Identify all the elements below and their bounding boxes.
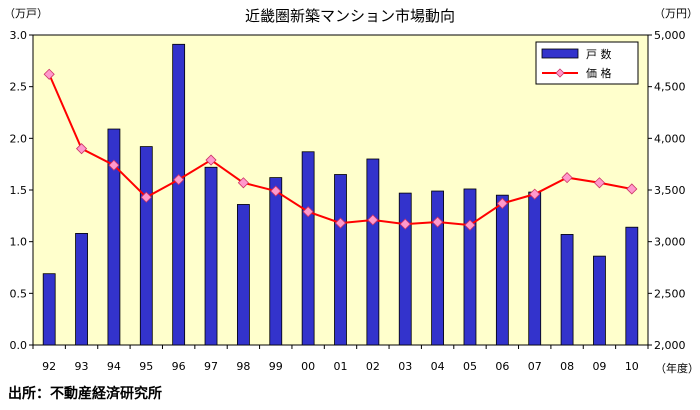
bar (431, 190, 445, 346)
legend-bar-label: 戸 数 (586, 48, 612, 61)
y-left-tick-label: 3.0 (10, 29, 28, 42)
y-right-tick-label: 3,000 (654, 236, 686, 249)
price-marker (367, 214, 379, 226)
price-marker (561, 172, 573, 184)
price-marker (237, 177, 249, 189)
x-tick-label: 09 (592, 360, 606, 373)
x-tick-label: 96 (172, 360, 186, 373)
price-marker (334, 217, 347, 229)
bar (463, 188, 477, 346)
x-tick-label: 04 (431, 360, 445, 373)
bar (398, 192, 412, 346)
bar (625, 226, 639, 346)
x-unit: （年度） (655, 361, 699, 375)
x-tick-label: 00 (301, 360, 315, 373)
x-tick-label: 99 (269, 360, 283, 373)
x-tick-label: 03 (398, 360, 412, 373)
price-marker (464, 219, 476, 231)
bar (366, 158, 380, 346)
y-left-tick-label: 1.0 (10, 236, 28, 249)
bar (75, 232, 88, 346)
price-marker (108, 159, 120, 171)
bar (236, 204, 250, 346)
bar (593, 255, 606, 346)
y-left-unit: （万戸） (4, 7, 48, 20)
price-marker (140, 191, 152, 203)
price-marker (432, 216, 444, 228)
bar (528, 191, 542, 346)
x-tick-label: 97 (204, 360, 218, 373)
y-left-tick-label: 0.5 (10, 287, 28, 300)
y-right-unit: （万円） (654, 7, 698, 20)
price-marker (593, 177, 606, 189)
chart-title: 近畿圏新築マンション市場動向 (245, 7, 455, 25)
price-marker (205, 154, 217, 166)
price-marker (173, 174, 185, 186)
bar (560, 234, 574, 346)
x-tick-label: 93 (75, 360, 89, 373)
price-marker (302, 206, 314, 218)
x-tick-label: 07 (528, 360, 542, 373)
x-tick-label: 10 (625, 360, 639, 373)
y-left-tick-label: 1.5 (10, 184, 28, 197)
x-tick-label: 94 (107, 360, 121, 373)
price-marker (399, 218, 411, 230)
y-right-tick-label: 2,000 (654, 339, 686, 352)
y-right-tick-label: 5,000 (654, 29, 686, 42)
bar (172, 43, 186, 346)
legend-line-label: 価 格 (586, 66, 612, 80)
y-right-tick-label: 4,000 (654, 132, 686, 145)
y-right-tick-label: 4,500 (654, 81, 686, 94)
x-tick-label: 08 (560, 360, 574, 373)
price-marker (43, 68, 55, 80)
x-tick-label: 05 (463, 360, 477, 373)
legend-line-marker (555, 68, 565, 78)
bar (334, 174, 347, 346)
bar (269, 177, 283, 346)
bar (301, 151, 315, 346)
price-marker (496, 197, 508, 209)
x-tick-label: 92 (42, 360, 56, 373)
y-left-tick-label: 0.0 (10, 339, 28, 352)
x-tick-label: 98 (236, 360, 250, 373)
legend-bar-swatch (541, 48, 579, 59)
price-marker (529, 188, 541, 200)
bar (42, 273, 56, 346)
y-right-tick-label: 2,500 (654, 287, 686, 300)
y-right-tick-label: 3,500 (654, 184, 686, 197)
y-left-tick-label: 2.0 (10, 132, 28, 145)
bar (204, 166, 218, 346)
x-tick-label: 06 (495, 360, 509, 373)
bar (107, 128, 121, 346)
y-left-tick-label: 2.5 (10, 81, 28, 94)
x-tick-label: 95 (139, 360, 153, 373)
price-marker (75, 143, 88, 155)
bar (139, 146, 153, 346)
bar (495, 194, 509, 346)
x-tick-label: 01 (334, 360, 348, 373)
x-tick-label: 02 (366, 360, 380, 373)
source-note: 出所：不動産経済研究所 (8, 386, 162, 402)
price-marker (626, 183, 638, 195)
price-marker (270, 185, 282, 197)
